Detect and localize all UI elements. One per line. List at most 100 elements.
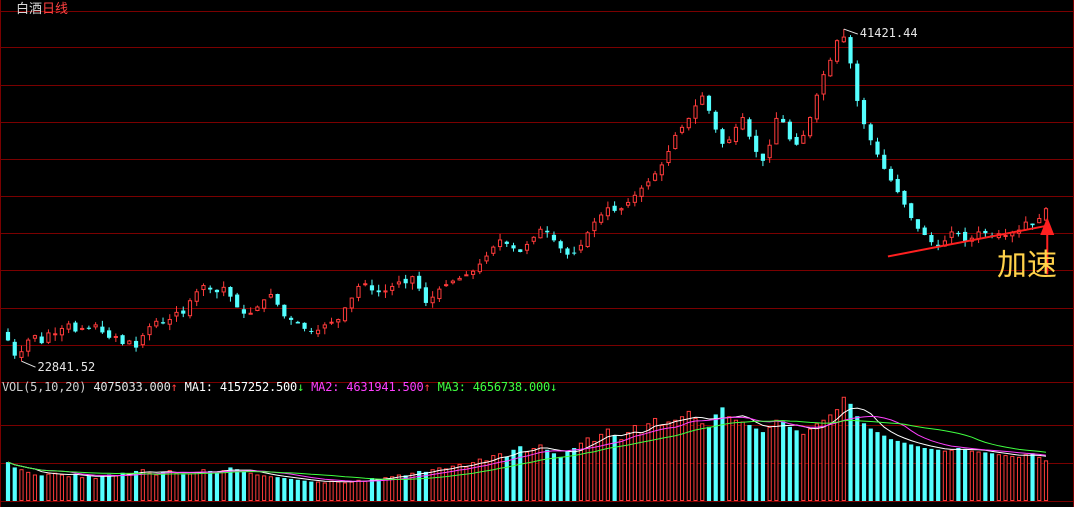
volume-bar [444,468,449,502]
candle-body [120,335,125,345]
candle-body [80,327,85,330]
candle-body [133,340,139,348]
candle-body [922,227,927,236]
candle [700,92,705,106]
candle [868,122,873,146]
candle [882,149,887,170]
volume-bar [855,416,860,501]
candle [781,115,786,123]
volume-bar [1016,456,1022,502]
candle [895,174,900,194]
volume-bar [19,469,24,502]
candle [268,288,273,299]
ma1-value: 4157252.500 [219,380,298,394]
candle [484,251,489,264]
candle-body [565,248,570,255]
candle [497,233,503,251]
volume-bar [410,472,415,502]
volume-bar [369,478,375,501]
volume-bar [713,414,718,501]
volume-bar [73,474,78,501]
ma3-label: MA3 [437,380,459,394]
candle-body [787,121,792,140]
candle-body [1043,208,1049,221]
volume-bar [996,454,1001,501]
candle-body [194,291,199,302]
candle [5,328,11,342]
candle [167,314,172,331]
candle [309,327,314,335]
volume-bar [417,470,422,501]
candle [390,282,395,296]
candle-body [983,230,988,234]
candle [646,178,651,190]
candle-body [73,322,78,332]
ma1-label: MA1 [184,380,206,394]
candle [113,333,118,342]
volume-bar [909,444,914,501]
volume-bar [268,476,273,501]
volume-indicator-name: VOL(5,10,20) [2,380,87,394]
volume-bar [470,462,476,501]
candle [612,201,617,213]
volume-bar [302,480,307,501]
candle-body [248,312,253,315]
candle-body [410,276,415,284]
ma3-arrow: ↓ [550,380,558,394]
candle-body [666,150,671,164]
candle [133,336,139,352]
candle [201,283,206,297]
candle [861,97,867,129]
volume-bar [1003,455,1008,502]
candle-body [417,275,422,289]
volume-bar [969,450,974,501]
volume-bar [93,478,98,501]
volume-bar [46,473,51,502]
candle [147,323,152,341]
candle-body [255,306,260,311]
candle [679,124,685,135]
candle [349,297,354,313]
volume-bar [457,463,462,501]
candle [821,70,826,101]
candle [531,236,536,245]
volume-bar [194,471,199,502]
volume-bar [1043,460,1049,502]
candle-body [107,330,112,338]
candle-body [46,332,51,343]
candle [666,145,671,166]
volume-bar [794,430,799,501]
volume-ma-lines [7,407,1047,483]
volume-bar [403,475,408,501]
candle [760,153,765,167]
volume-bar [787,426,792,501]
candle [956,230,961,237]
candle-body [349,297,354,309]
volume-bar [396,474,402,501]
candle-body [754,135,759,152]
candle-body [821,74,826,95]
volume-bar [423,471,428,501]
candle [120,334,125,346]
candle-body [686,117,691,129]
candle-body [295,321,300,324]
volume-bar [673,419,678,502]
volume-bar [834,409,840,501]
candle [214,289,220,299]
volume-bar [572,448,577,501]
volume-bar [848,403,853,501]
candle-body [127,340,132,345]
candle-body [342,307,348,322]
ma3-value: 4656738.000 [472,380,551,394]
candle [248,307,253,315]
high-price-label: 41421.44 [859,26,918,41]
candle-body [861,100,867,125]
volume-bar [754,428,759,501]
candle-body [524,243,530,251]
candle-body [457,277,462,281]
candle [403,274,408,289]
candle [80,325,85,331]
volume-bar [868,428,873,501]
volume-bar [26,471,31,502]
candle-body [781,118,786,123]
